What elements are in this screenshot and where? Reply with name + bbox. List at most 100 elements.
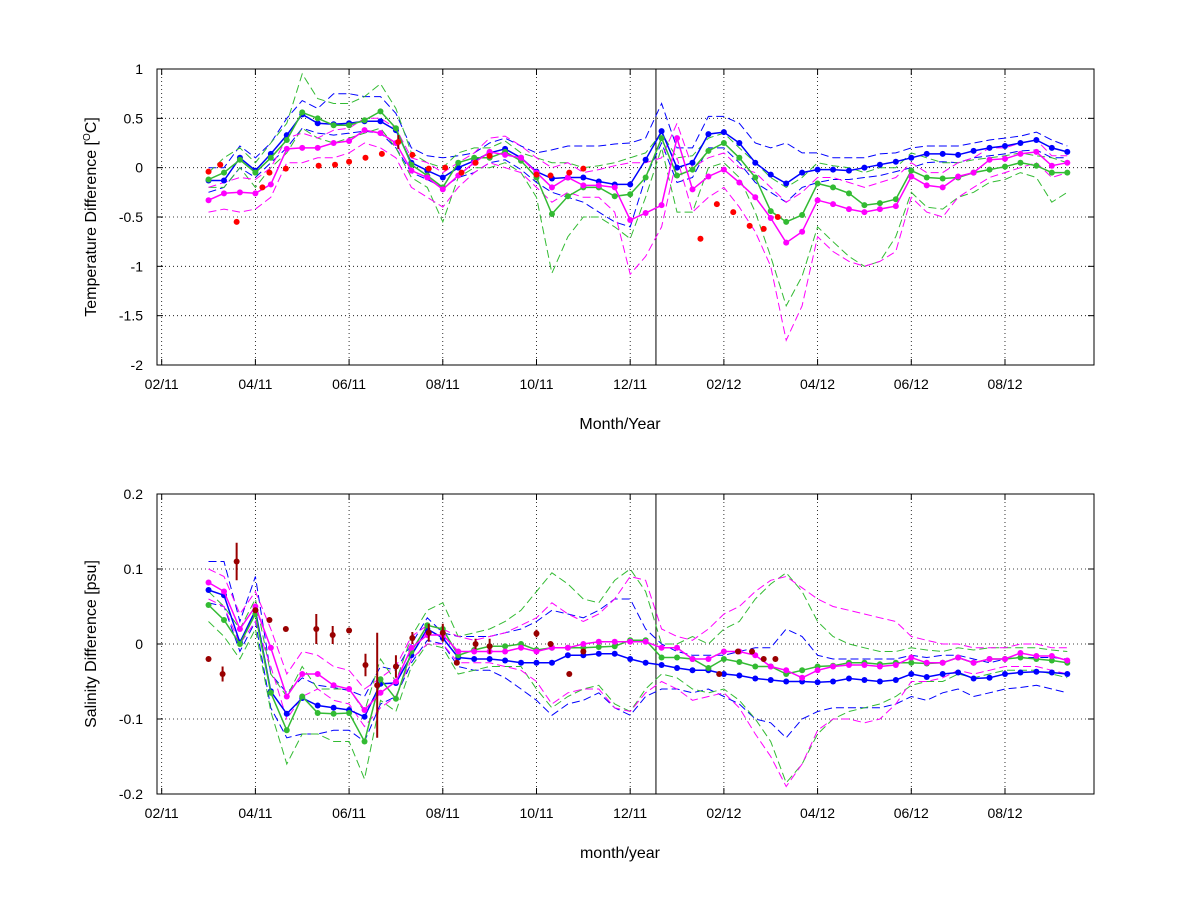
salinity-blue-point <box>876 678 883 685</box>
salinity-observation-point <box>392 663 399 670</box>
temperature-blue-point <box>689 159 696 166</box>
salinity-green-upper-bound <box>208 568 1068 713</box>
salinity-blue-point <box>720 671 727 677</box>
salinity-y-tick-label: 0.2 <box>124 486 144 502</box>
temperature-y-tick-label: 1 <box>135 61 143 77</box>
temperature-magenta-point <box>611 184 618 191</box>
salinity-blue-upper-bound <box>208 561 1068 698</box>
temperature-green-point <box>205 176 212 183</box>
temperature-magenta-point <box>518 154 525 161</box>
temperature-magenta-point <box>830 201 837 208</box>
salinity-observation-point <box>486 643 493 650</box>
salinity-magenta-point <box>861 662 868 668</box>
salinity-blue-point <box>1048 669 1055 676</box>
salinity-magenta-point <box>408 644 415 651</box>
temperature-green-point <box>283 137 290 144</box>
salinity-blue-point <box>955 669 962 676</box>
temperature-green-point <box>767 208 774 215</box>
salinity-series <box>205 579 1071 745</box>
temperature-green-point <box>861 202 868 209</box>
temperature-magenta-point <box>923 182 930 189</box>
salinity-magenta-point <box>502 648 509 655</box>
salinity-magenta-point <box>455 648 462 655</box>
temperature-blue-point <box>799 169 806 176</box>
temperature-blue-point <box>674 164 681 171</box>
temperature-green-point <box>876 200 883 207</box>
salinity-magenta-point <box>1033 653 1040 659</box>
temperature-magenta-point <box>424 174 431 181</box>
salinity-green-point <box>502 643 509 650</box>
salinity-y-tick-label: -0.1 <box>119 711 143 727</box>
salinity-green-point <box>674 654 681 661</box>
temperature-magenta-point <box>595 182 602 189</box>
temperature-blue-point <box>861 164 868 171</box>
temperature-magenta-point <box>908 173 915 180</box>
salinity-green-point <box>736 659 743 665</box>
temperature-blue-upper-bound <box>208 93 1068 169</box>
salinity-magenta-point <box>330 682 337 689</box>
temperature-green-point <box>299 109 306 116</box>
salinity-green-point <box>705 665 712 671</box>
salinity-observation-point <box>748 648 755 655</box>
temperature-observation-point <box>266 169 273 176</box>
temperature-blue-point <box>783 180 790 187</box>
temperature-green-point <box>720 140 727 146</box>
temperature-green-point <box>408 161 415 168</box>
temperature-blue-point <box>876 161 883 168</box>
salinity-magenta-point <box>533 648 540 655</box>
temperature-x-tick-label: 02/11 <box>145 376 179 392</box>
salinity-magenta-point <box>767 663 774 670</box>
temperature-magenta-point <box>642 210 649 217</box>
temperature-magenta-point <box>752 194 759 201</box>
temperature-observation-point <box>442 164 449 171</box>
temperature-series <box>205 108 1071 246</box>
temperature-green-point <box>252 169 259 176</box>
temperature-observation-point <box>259 184 266 191</box>
salinity-green-point <box>611 643 618 650</box>
temperature-green-point <box>1001 163 1008 170</box>
temperature-x-tick-label: 12/11 <box>613 376 647 392</box>
salinity-observation-point <box>716 671 723 677</box>
temperature-magenta-point <box>299 144 306 151</box>
temperature-green-point <box>627 191 634 198</box>
salinity-blue-point <box>1017 669 1024 676</box>
temperature-green-point <box>267 154 274 161</box>
temperature-x-tick-label: 06/11 <box>332 376 366 392</box>
salinity-blue-point <box>939 671 946 677</box>
salinity-blue-point <box>830 678 837 685</box>
temperature-y-tick-label: 0.5 <box>124 110 144 126</box>
salinity-magenta-point <box>783 667 790 674</box>
salinity-observation-point <box>547 641 554 647</box>
salinity-blue-point <box>767 677 774 683</box>
temperature-magenta-point <box>705 173 712 180</box>
temperature-magenta-point <box>408 167 415 174</box>
temperature-magenta-point <box>1033 148 1040 155</box>
salinity-observation-point <box>439 629 446 636</box>
temperature-green-point <box>986 166 993 173</box>
temperature-blue-point <box>220 177 227 184</box>
salinity-magenta-point <box>595 638 602 645</box>
salinity-blue-point <box>205 587 212 593</box>
temperature-y-axis-label-superscript: O <box>82 133 93 141</box>
temperature-magenta-point <box>939 184 946 191</box>
salinity-magenta-point <box>799 674 806 681</box>
salinity-blue-point <box>361 713 368 720</box>
salinity-blue-point <box>518 659 525 666</box>
temperature-green-point <box>1017 159 1024 166</box>
salinity-observation-point <box>346 627 353 634</box>
temperature-chart: 02/11 04/11 06/11 08/11 10/11 12/11 02/12 04/12… <box>82 61 1095 433</box>
temperature-y-axis-label-main: Temperature Difference [ <box>83 140 100 316</box>
temperature-green-point <box>314 115 321 122</box>
salinity-magenta-point <box>392 678 399 685</box>
temperature-blue-point <box>580 174 587 181</box>
salinity-green-point <box>752 663 759 670</box>
temperature-magenta-point <box>252 190 259 197</box>
temperature-blue-point <box>814 166 821 173</box>
temperature-observation-point <box>362 154 369 161</box>
salinity-observation-point <box>362 662 369 668</box>
temperature-green-point <box>564 193 571 200</box>
temperature-observation-point <box>332 161 339 168</box>
salinity-green-point <box>361 738 368 745</box>
temperature-observation-point <box>282 165 289 172</box>
